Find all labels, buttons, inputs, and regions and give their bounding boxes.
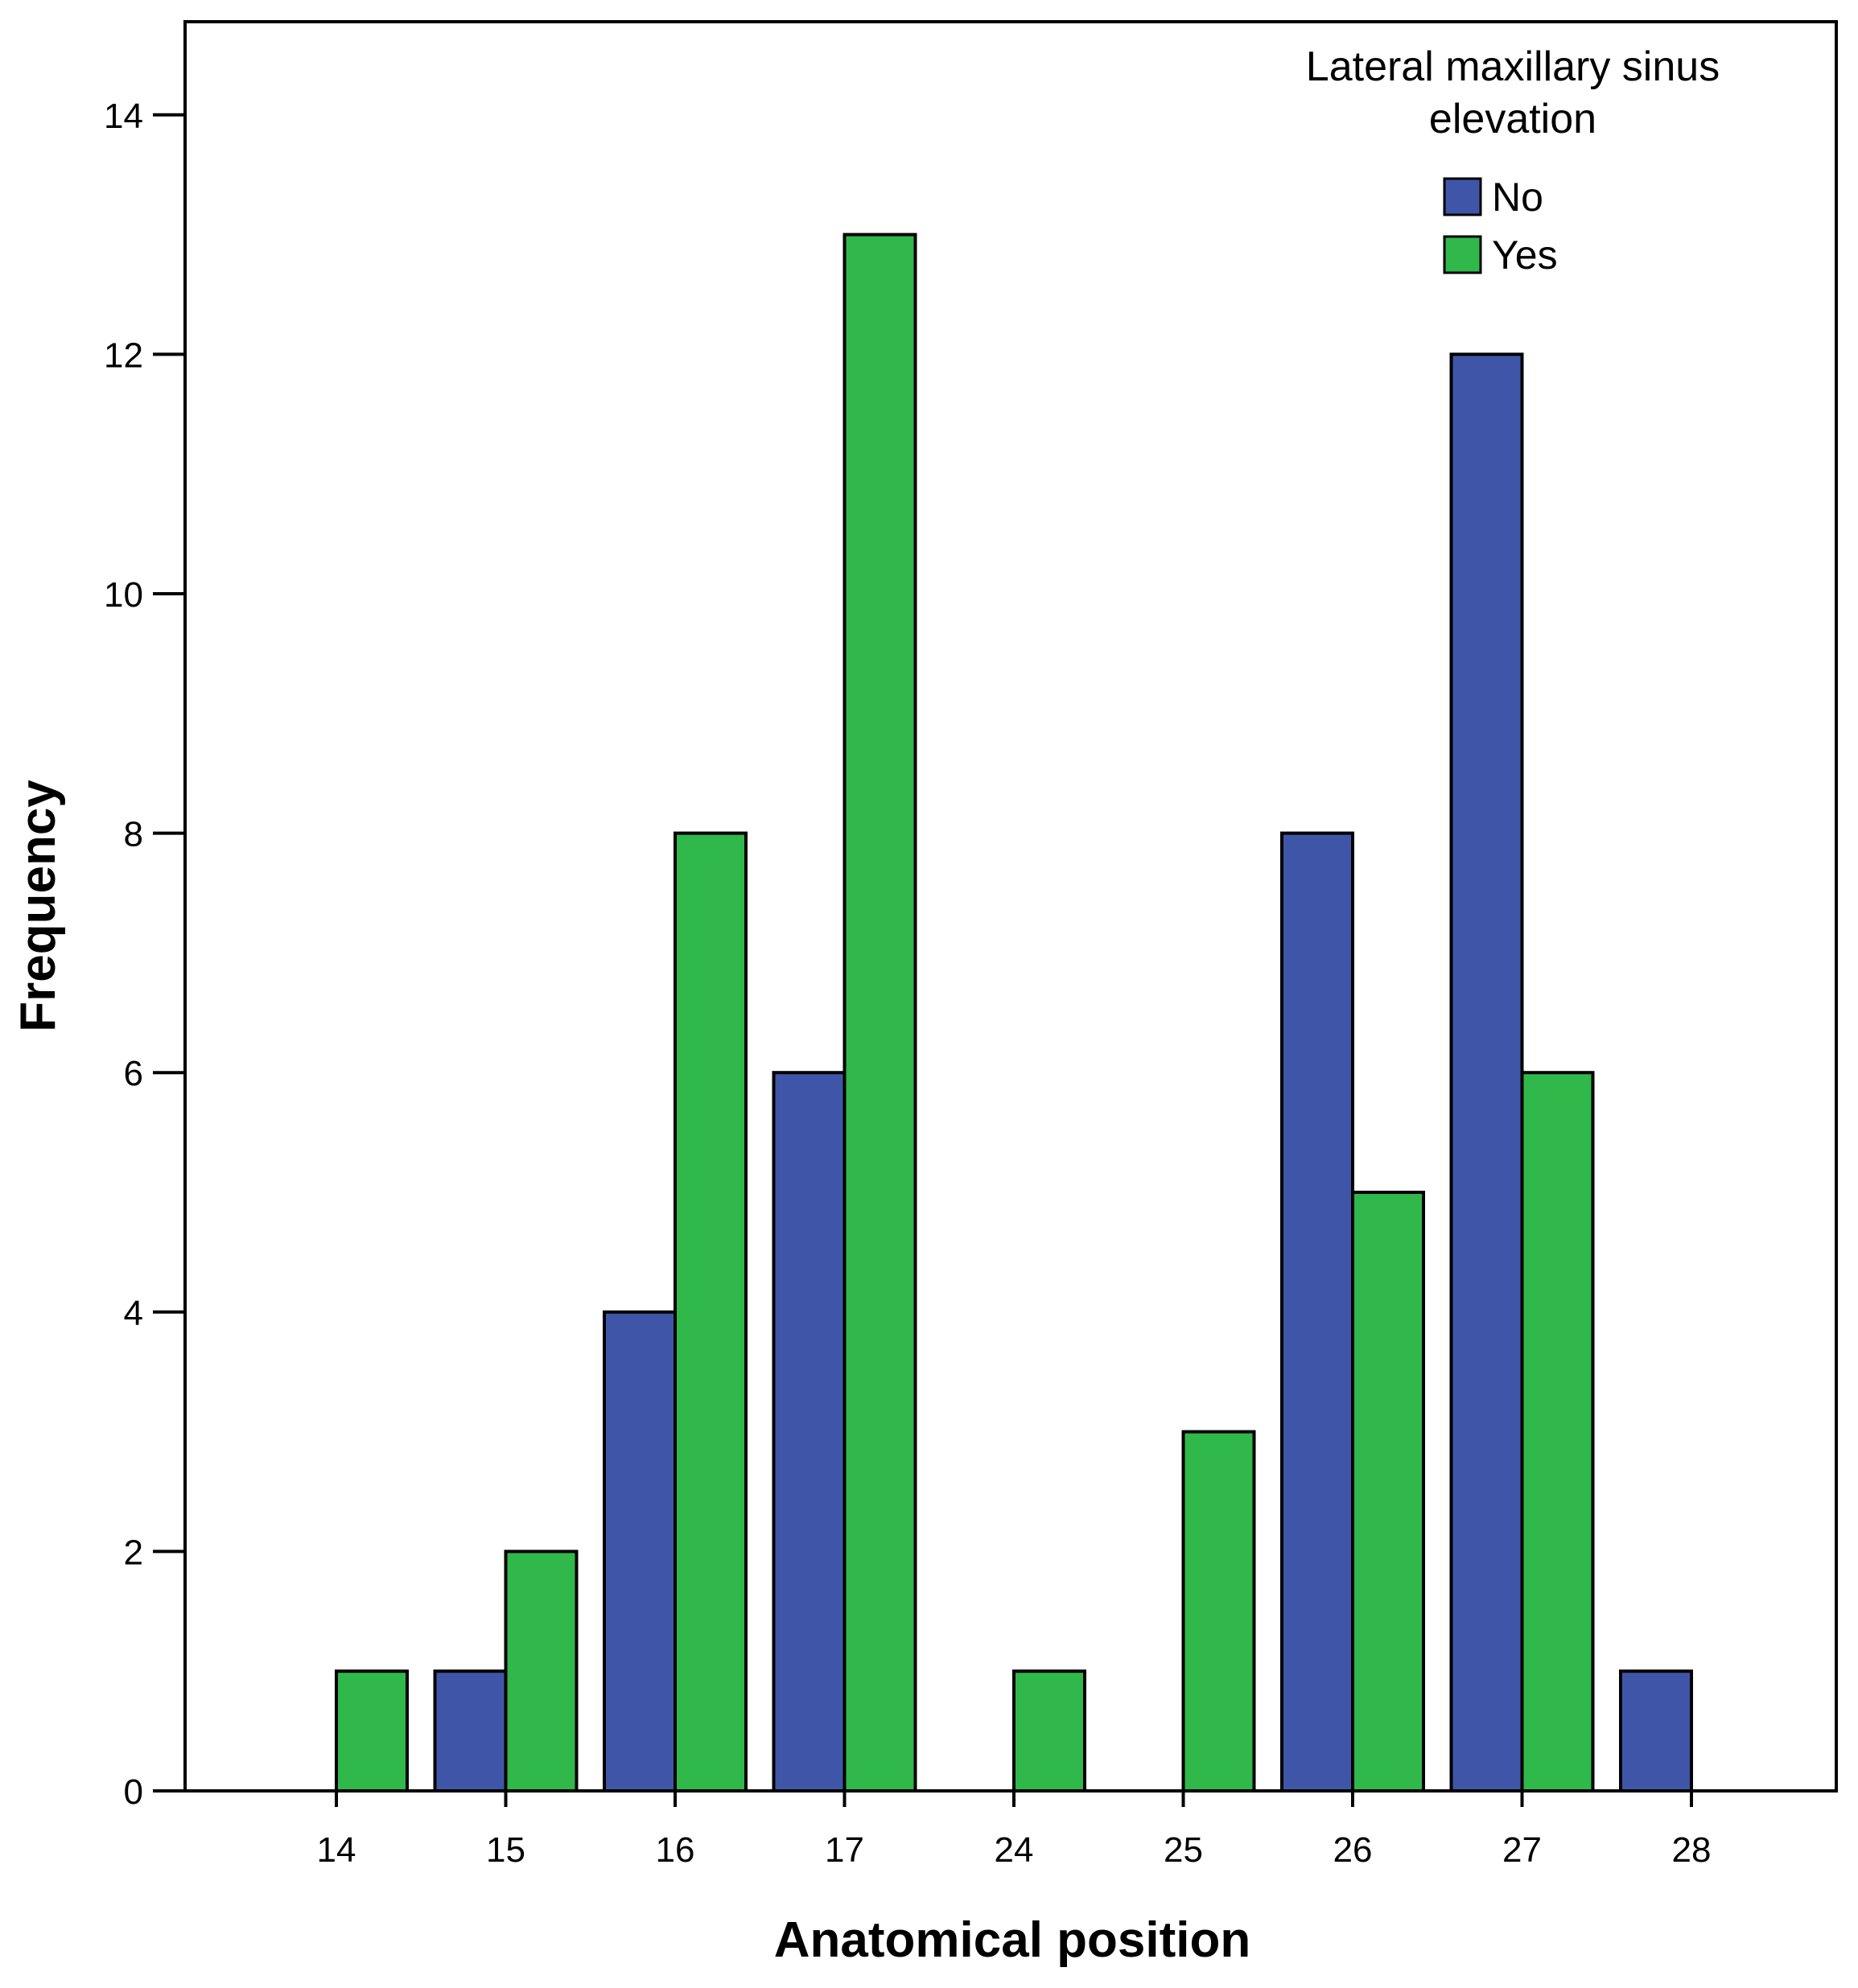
x-axis-ticks: 14 15 16 17 24 25 26 27 28 <box>317 1791 1712 1870</box>
legend-swatch-yes <box>1443 235 1482 274</box>
bar-no-17 <box>772 1071 847 1792</box>
bars-layer <box>335 233 1693 1793</box>
x-tick-label-14: 14 <box>317 1830 356 1870</box>
bar-yes-14 <box>335 1669 409 1792</box>
bar-no-27 <box>1449 352 1524 1792</box>
bar-yes-24 <box>1012 1669 1086 1792</box>
bar-no-28 <box>1619 1669 1693 1792</box>
legend: Lateral maxillary sinus elevation No Yes <box>1306 43 1720 278</box>
x-tick-label-15: 15 <box>486 1830 525 1870</box>
y-tick-label-4: 4 <box>124 1294 143 1333</box>
legend-title-line-2: elevation <box>1429 96 1596 142</box>
bar-yes-17 <box>842 233 917 1793</box>
x-tick-label-17: 17 <box>825 1830 864 1870</box>
y-tick-label-14: 14 <box>104 97 143 136</box>
x-tick-label-25: 25 <box>1164 1830 1203 1870</box>
x-axis-title: Anatomical position <box>774 1912 1250 1968</box>
bar-yes-26 <box>1351 1191 1425 1792</box>
bar-yes-15 <box>504 1550 579 1793</box>
bar-yes-27 <box>1520 1071 1595 1792</box>
axes-layer <box>183 20 1838 1792</box>
bar-no-15 <box>433 1669 508 1792</box>
x-tick-label-28: 28 <box>1672 1830 1712 1870</box>
bar-yes-16 <box>674 831 748 1792</box>
bar-yes-25 <box>1181 1430 1256 1792</box>
legend-label-no: No <box>1492 175 1543 220</box>
y-axis-title: Frequency <box>10 780 66 1032</box>
bar-no-16 <box>603 1310 677 1793</box>
y-tick-label-10: 10 <box>104 575 143 615</box>
y-tick-label-12: 12 <box>104 335 143 375</box>
plot-frame <box>183 20 1838 1792</box>
bar-no-26 <box>1280 831 1354 1792</box>
y-tick-label-2: 2 <box>124 1533 143 1572</box>
y-axis-ticks: 0 2 4 6 8 10 12 14 <box>104 97 185 1812</box>
x-tick-label-16: 16 <box>656 1830 695 1870</box>
x-tick-label-24: 24 <box>995 1830 1034 1870</box>
x-tick-label-27: 27 <box>1502 1830 1542 1870</box>
legend-label-yes: Yes <box>1492 233 1558 278</box>
y-tick-label-6: 6 <box>124 1054 143 1093</box>
x-tick-label-26: 26 <box>1333 1830 1373 1870</box>
legend-swatch-no <box>1443 177 1482 216</box>
y-tick-label-8: 8 <box>124 815 143 854</box>
legend-title-line-1: Lateral maxillary sinus <box>1306 43 1720 90</box>
y-tick-label-0: 0 <box>124 1772 143 1812</box>
